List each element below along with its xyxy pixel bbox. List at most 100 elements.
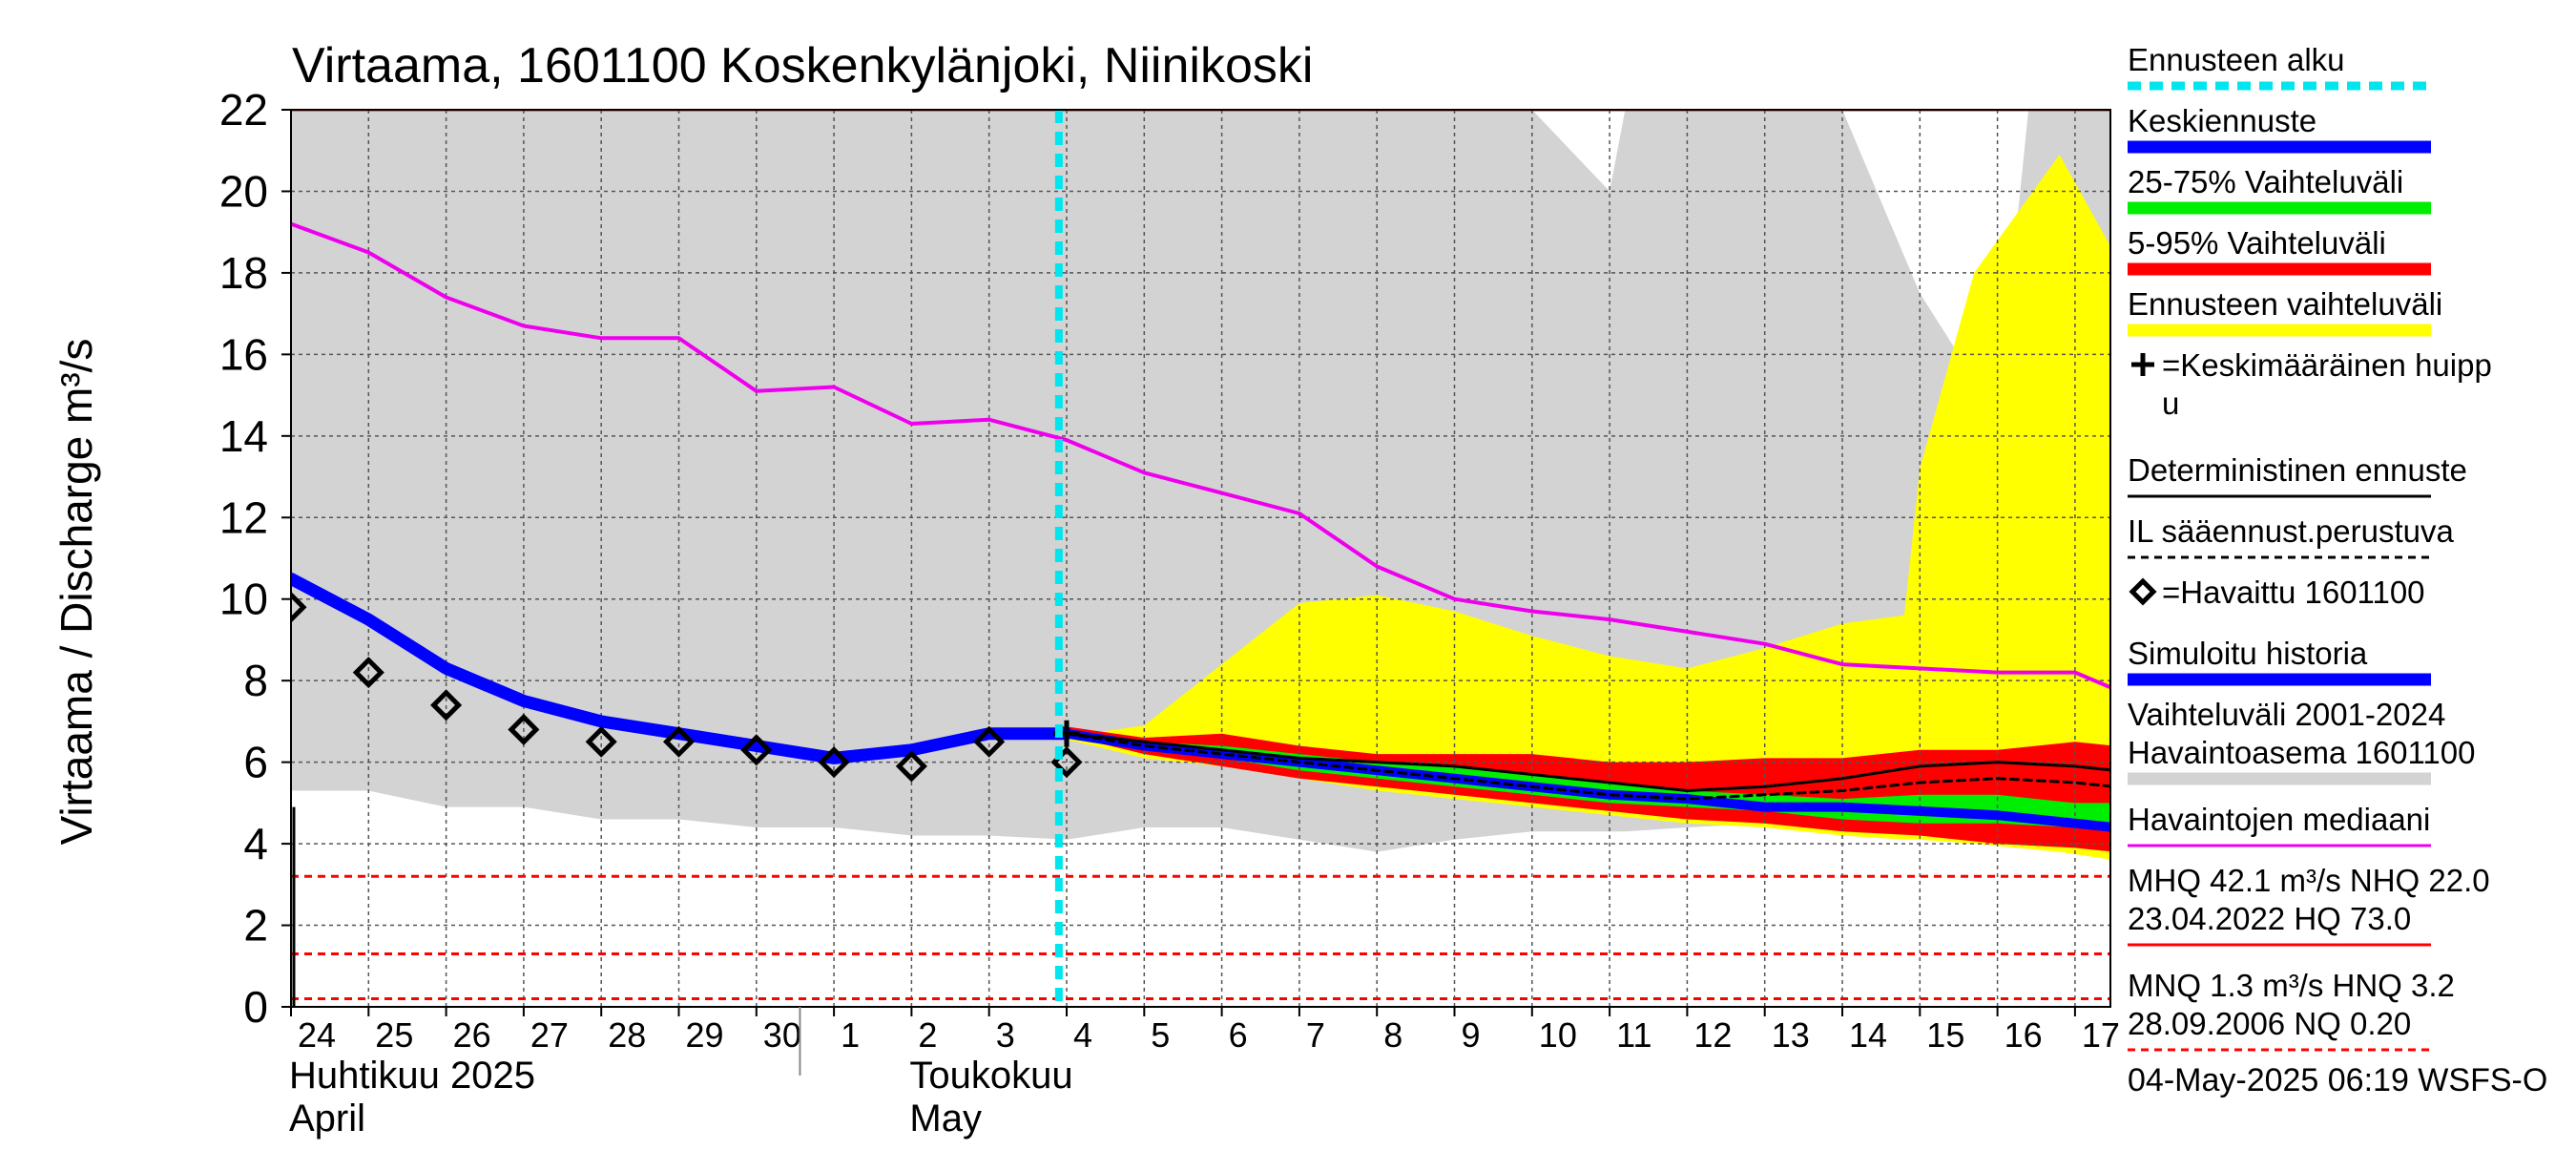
observed-points bbox=[291, 591, 1083, 783]
observed-point bbox=[973, 725, 1006, 758]
plot-area bbox=[291, 110, 2110, 1007]
observed-point bbox=[895, 750, 927, 783]
x-tick-17: 17 bbox=[2082, 1015, 2120, 1055]
legend-label: 5-95% Vaihteluväli bbox=[2128, 225, 2386, 261]
observed-point bbox=[352, 657, 384, 689]
legend-label: MNQ 1.3 m³/s HNQ 3.2 bbox=[2128, 968, 2455, 1003]
observed-point bbox=[818, 746, 850, 779]
legend-item-keskiennuste: Keskiennuste bbox=[2128, 103, 2431, 154]
x-tick-2: 2 bbox=[918, 1015, 937, 1055]
y-tick-16: 16 bbox=[219, 329, 268, 379]
y-tick-10: 10 bbox=[219, 575, 268, 624]
series-il-s-ennust-perustuva bbox=[1065, 732, 2110, 801]
observed-point bbox=[662, 725, 696, 758]
legend-label-2: 28.09.2006 NQ 0.20 bbox=[2128, 1006, 2411, 1041]
legend-item-mnq: MNQ 1.3 m³/s HNQ 3.228.09.2006 NQ 0.20 bbox=[2128, 968, 2455, 1052]
legend-label: Vaihteluväli 2001-2024 bbox=[2128, 697, 2445, 732]
series-simuloitu-historia bbox=[291, 572, 1073, 764]
y-tick-22: 22 bbox=[219, 85, 268, 135]
observed-point bbox=[508, 713, 540, 745]
observed-point bbox=[291, 591, 307, 623]
x-tick-7: 7 bbox=[1306, 1015, 1325, 1055]
legend-item-il-saaennust: IL sääennust.perustuva bbox=[2128, 513, 2454, 559]
legend-label-2: Havaintoasema 1601100 bbox=[2128, 735, 2475, 770]
x-tick-6: 6 bbox=[1229, 1015, 1248, 1055]
x-tick-5: 5 bbox=[1151, 1015, 1170, 1055]
x-tick-8: 8 bbox=[1383, 1015, 1402, 1055]
x-tick-24: 24 bbox=[298, 1015, 336, 1055]
month-label-en: May bbox=[909, 1098, 982, 1140]
legend-label: 25-75% Vaihteluväli bbox=[2128, 164, 2403, 199]
x-tick-12: 12 bbox=[1693, 1015, 1732, 1055]
x-tick-4: 4 bbox=[1073, 1015, 1092, 1055]
plot-frame bbox=[290, 109, 2111, 1008]
legend-diamond-icon bbox=[2129, 577, 2157, 606]
x-tick-26: 26 bbox=[453, 1015, 491, 1055]
legend: Ennusteen alku Keskiennuste 25-75% Vaihtel… bbox=[2128, 42, 2492, 1052]
forecast-band bbox=[1058, 155, 2110, 860]
legend-label: =Keskimääräinen huipp bbox=[2162, 347, 2492, 383]
legend-item-simuloitu-historia: Simuloitu historia bbox=[2128, 636, 2431, 686]
x-tick-25: 25 bbox=[375, 1015, 413, 1055]
legend-item-vaihteluvali-2001-2024: Vaihteluväli 2001-2024 Havaintoasema 160… bbox=[2128, 697, 2475, 785]
series-havaintojen-mediaani bbox=[291, 221, 2110, 690]
legend-label: Keskiennuste bbox=[2128, 103, 2316, 138]
legend-item-mhq: MHQ 42.1 m³/s NHQ 22.023.04.2022 HQ 73.0 bbox=[2128, 863, 2490, 947]
x-tick-10: 10 bbox=[1539, 1015, 1577, 1055]
plot-content bbox=[291, 110, 2110, 1007]
y-tick-20: 20 bbox=[219, 166, 268, 216]
x-tick-16: 16 bbox=[2005, 1015, 2043, 1055]
x-tick-28: 28 bbox=[608, 1015, 646, 1055]
y-tick-8: 8 bbox=[243, 656, 268, 705]
x-tick-1: 1 bbox=[841, 1015, 860, 1055]
series-deterministinen-ennuste bbox=[1065, 732, 2110, 792]
chart-title: Virtaama, 1601100 Koskenkylänjoki, Niini… bbox=[292, 38, 1313, 94]
legend-label-2: 23.04.2022 HQ 73.0 bbox=[2128, 901, 2411, 936]
legend-item-ennusteen-alku: Ennusteen alku bbox=[2128, 42, 2431, 91]
timestamp-footer: 04-May-2025 06:19 WSFS-O bbox=[2128, 1062, 2547, 1098]
y-tick-0: 0 bbox=[243, 982, 268, 1032]
month-label: Toukokuu bbox=[909, 1055, 1072, 1097]
legend-label: Simuloitu historia bbox=[2128, 636, 2368, 671]
observed-point bbox=[430, 689, 463, 721]
legend-label: IL sääennust.perustuva bbox=[2128, 513, 2454, 549]
legend-item-vaihteluvali-25-75: 25-75% Vaihteluväli bbox=[2128, 164, 2431, 215]
legend-item-havaintojen-mediaani: Havaintojen mediaani bbox=[2128, 802, 2431, 847]
month-label-en: April bbox=[289, 1098, 365, 1140]
x-tick-15: 15 bbox=[1926, 1015, 1964, 1055]
x-tick-9: 9 bbox=[1462, 1015, 1481, 1055]
x-tick-11: 11 bbox=[1616, 1015, 1652, 1055]
y-tick-4: 4 bbox=[243, 819, 268, 868]
legend-item-ennusteen-vaihteluvali: Ennusteen vaihteluväli bbox=[2128, 286, 2442, 337]
y-axis-label: Virtaama / Discharge m³/s bbox=[52, 339, 101, 846]
legend-label: Havaintojen mediaani bbox=[2128, 802, 2430, 837]
legend-label: MHQ 42.1 m³/s NHQ 22.0 bbox=[2128, 863, 2490, 898]
legend-item-deterministinen-ennuste: Deterministinen ennuste bbox=[2128, 452, 2467, 498]
y-tick-12: 12 bbox=[219, 492, 268, 542]
legend-item-havaittu: =Havaittu 1601100 bbox=[2129, 575, 2425, 610]
x-tick-13: 13 bbox=[1772, 1015, 1810, 1055]
grid bbox=[291, 110, 2110, 1007]
y-tick-2: 2 bbox=[243, 901, 268, 951]
legend-item-vaihteluvali-5-95: 5-95% Vaihteluväli bbox=[2128, 225, 2431, 276]
x-tick-3: 3 bbox=[996, 1015, 1015, 1055]
legend-label: =Havaittu 1601100 bbox=[2162, 575, 2425, 610]
month-label: Huhtikuu 2025 bbox=[289, 1055, 535, 1097]
x-tick-14: 14 bbox=[1849, 1015, 1887, 1055]
legend-label: Ennusteen vaihteluväli bbox=[2128, 286, 2442, 322]
y-tick-18: 18 bbox=[219, 248, 268, 298]
legend-plus-icon bbox=[2131, 353, 2154, 376]
y-tick-6: 6 bbox=[243, 738, 268, 787]
legend-label: Deterministinen ennuste bbox=[2128, 452, 2467, 488]
x-tick-29: 29 bbox=[686, 1015, 724, 1055]
legend-label: Ennusteen alku bbox=[2128, 42, 2345, 77]
legend-label-2: u bbox=[2162, 386, 2179, 421]
observed-point bbox=[585, 725, 617, 758]
y-tick-14: 14 bbox=[219, 411, 268, 461]
x-tick-27: 27 bbox=[530, 1015, 569, 1055]
observed-point bbox=[740, 734, 773, 766]
